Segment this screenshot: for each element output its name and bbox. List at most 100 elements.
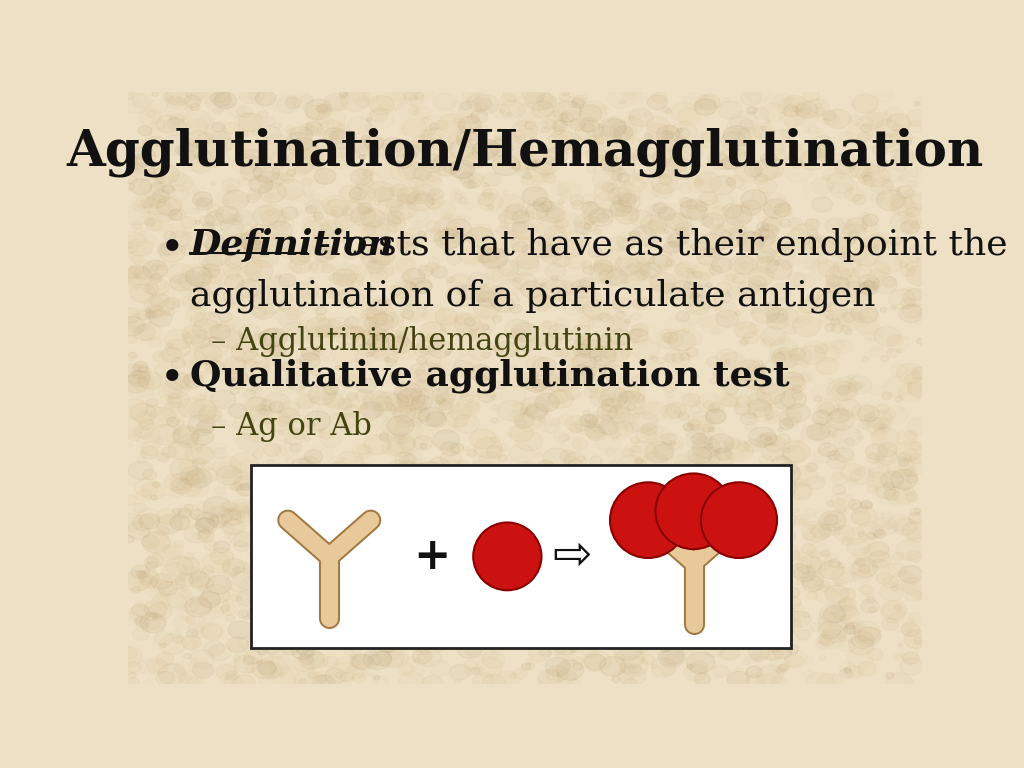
- Circle shape: [332, 482, 342, 489]
- Circle shape: [865, 444, 888, 460]
- Circle shape: [627, 404, 636, 410]
- Circle shape: [852, 404, 874, 421]
- Circle shape: [733, 359, 762, 381]
- Circle shape: [629, 108, 653, 126]
- Circle shape: [226, 369, 248, 385]
- Circle shape: [471, 667, 480, 674]
- Circle shape: [204, 497, 231, 518]
- Circle shape: [416, 462, 443, 482]
- Circle shape: [699, 192, 718, 205]
- Circle shape: [541, 170, 550, 177]
- Circle shape: [443, 551, 452, 557]
- Circle shape: [848, 375, 854, 379]
- Circle shape: [510, 627, 526, 640]
- Circle shape: [249, 492, 272, 510]
- Circle shape: [631, 558, 639, 564]
- Circle shape: [368, 300, 388, 315]
- Circle shape: [553, 101, 582, 122]
- Circle shape: [826, 409, 855, 430]
- Circle shape: [684, 282, 694, 290]
- Circle shape: [883, 521, 892, 528]
- Circle shape: [301, 347, 319, 361]
- Circle shape: [566, 545, 585, 558]
- Circle shape: [667, 654, 679, 664]
- Circle shape: [171, 358, 185, 369]
- Circle shape: [202, 565, 213, 574]
- Circle shape: [455, 631, 470, 643]
- Circle shape: [862, 357, 868, 362]
- Circle shape: [338, 483, 351, 493]
- Circle shape: [452, 529, 461, 536]
- Circle shape: [522, 245, 536, 254]
- Circle shape: [866, 410, 893, 430]
- Circle shape: [572, 657, 583, 664]
- Circle shape: [830, 492, 855, 511]
- Circle shape: [590, 346, 616, 366]
- Circle shape: [410, 400, 427, 413]
- Circle shape: [458, 477, 475, 490]
- Circle shape: [725, 205, 752, 226]
- Circle shape: [723, 567, 737, 578]
- Circle shape: [765, 603, 781, 614]
- Circle shape: [344, 396, 359, 407]
- Circle shape: [226, 670, 239, 680]
- Circle shape: [690, 534, 712, 551]
- Circle shape: [224, 274, 245, 289]
- Circle shape: [467, 181, 476, 188]
- Circle shape: [713, 665, 729, 677]
- Circle shape: [636, 251, 654, 265]
- Circle shape: [338, 287, 366, 308]
- Circle shape: [573, 214, 594, 230]
- Circle shape: [608, 187, 631, 204]
- Circle shape: [167, 417, 179, 426]
- Circle shape: [652, 530, 667, 541]
- Circle shape: [469, 523, 485, 535]
- Text: •: •: [160, 228, 184, 270]
- Circle shape: [259, 182, 287, 203]
- Circle shape: [319, 220, 343, 237]
- Circle shape: [668, 214, 691, 231]
- Circle shape: [861, 220, 879, 233]
- Circle shape: [420, 492, 426, 496]
- Circle shape: [324, 356, 329, 360]
- Circle shape: [566, 498, 581, 509]
- Circle shape: [452, 232, 467, 243]
- Circle shape: [577, 607, 584, 612]
- Circle shape: [723, 204, 742, 218]
- Circle shape: [475, 139, 500, 158]
- Circle shape: [630, 210, 652, 227]
- Circle shape: [721, 551, 731, 559]
- Circle shape: [883, 576, 898, 588]
- Circle shape: [761, 103, 785, 122]
- Circle shape: [862, 214, 879, 226]
- Circle shape: [525, 472, 536, 479]
- Circle shape: [601, 104, 607, 109]
- Circle shape: [899, 261, 907, 268]
- Circle shape: [385, 393, 409, 412]
- Circle shape: [128, 155, 146, 169]
- Circle shape: [845, 187, 863, 201]
- Circle shape: [144, 218, 155, 226]
- Circle shape: [423, 154, 442, 169]
- Circle shape: [748, 323, 760, 333]
- Circle shape: [709, 449, 734, 468]
- Circle shape: [172, 508, 181, 515]
- Circle shape: [492, 418, 499, 423]
- Circle shape: [520, 146, 531, 154]
- Circle shape: [139, 569, 158, 583]
- Circle shape: [572, 353, 597, 372]
- Circle shape: [895, 396, 902, 402]
- Circle shape: [285, 439, 291, 444]
- Circle shape: [212, 122, 225, 132]
- Circle shape: [131, 604, 148, 616]
- Circle shape: [211, 507, 233, 523]
- Circle shape: [170, 231, 190, 247]
- Circle shape: [367, 316, 372, 319]
- Circle shape: [419, 266, 433, 276]
- Circle shape: [635, 458, 643, 463]
- Circle shape: [457, 127, 467, 134]
- Circle shape: [205, 230, 212, 236]
- Circle shape: [613, 126, 633, 140]
- Circle shape: [435, 535, 463, 556]
- Circle shape: [251, 513, 264, 524]
